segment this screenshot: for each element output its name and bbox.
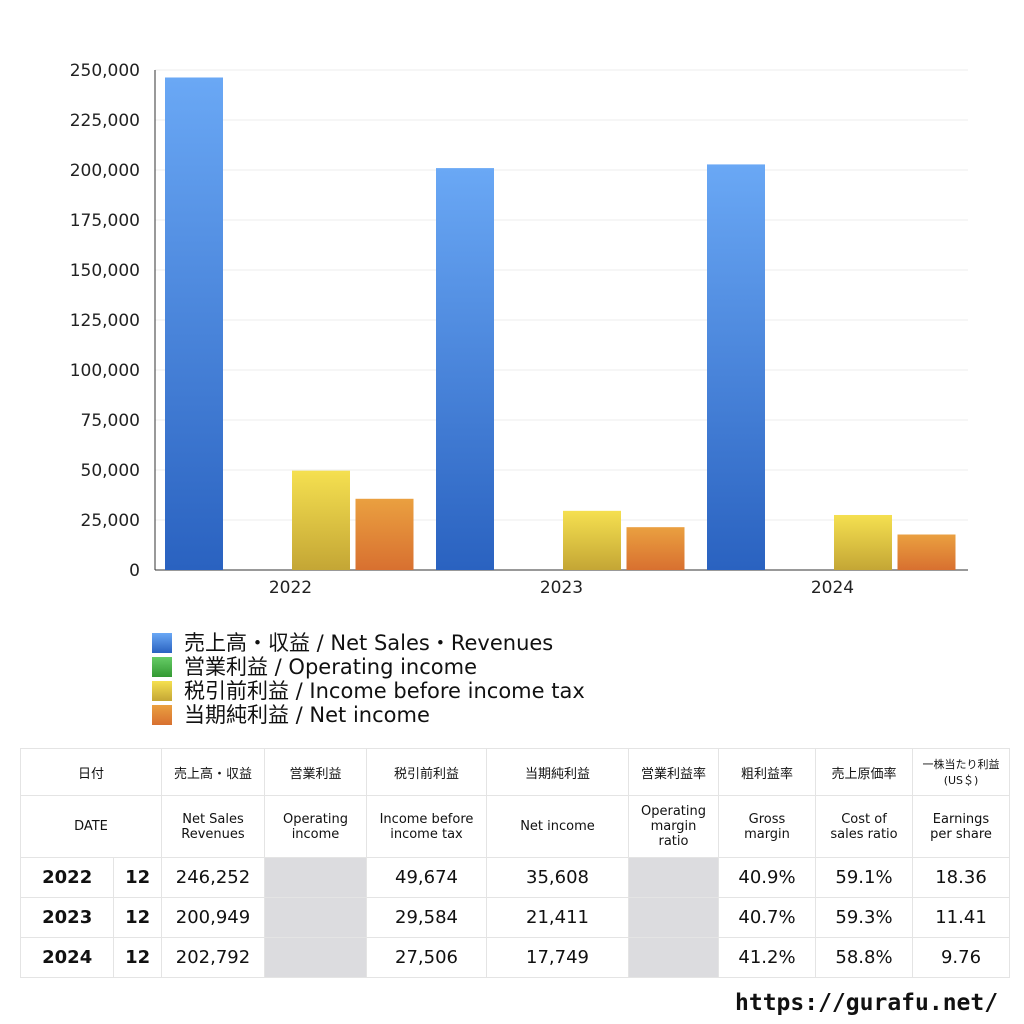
y-tick-label: 175,000 <box>70 211 140 231</box>
y-tick-label: 225,000 <box>70 111 140 131</box>
bar-2024-series-0 <box>707 164 765 570</box>
table-cell: 27,506 <box>366 937 487 978</box>
legend-label: 税引前利益 / Income before income tax <box>184 679 585 703</box>
table-cell: 58.8% <box>815 937 913 978</box>
bar-2022-series-3 <box>355 498 414 570</box>
financial-table: 日付 売上高・収益 営業利益 税引前利益 当期純利益 営業利益率 粗利益率 売上原価率 一株当た… <box>19 748 1010 978</box>
bar-2024-series-2 <box>834 514 892 570</box>
x-tick-label: 2024 <box>811 578 854 598</box>
header-jp: 一株当たり利益 (US＄) <box>912 748 1010 796</box>
header-en: Operating margin ratio <box>628 795 719 858</box>
header-en: Earnings per share <box>912 795 1010 858</box>
header-en: Cost of sales ratio <box>815 795 913 858</box>
header-jp: 当期純利益 <box>486 748 629 796</box>
table-cell: 41.2% <box>718 937 816 978</box>
bar-2022-series-0 <box>165 77 223 570</box>
site-url[interactable]: https://gurafu.net/ <box>735 990 999 1016</box>
table-cell: 202,792 <box>161 937 265 978</box>
legend-item: 税引前利益 / Income before income tax <box>152 679 585 703</box>
table-cell <box>628 857 719 898</box>
table-cell: 40.9% <box>718 857 816 898</box>
table-cell: 59.3% <box>815 897 913 938</box>
table-cell: 9.76 <box>912 937 1010 978</box>
table-cell: 12 <box>113 897 162 938</box>
table-cell: 21,411 <box>486 897 629 938</box>
header-jp: 税引前利益 <box>366 748 487 796</box>
legend-label: 売上高・収益 / Net Sales・Revenues <box>184 631 554 655</box>
legend-item: 当期純利益 / Net income <box>152 703 585 727</box>
bar-2023-series-2 <box>563 510 621 570</box>
header-en: Net Sales Revenues <box>161 795 265 858</box>
y-tick-label: 200,000 <box>70 161 140 181</box>
y-tick-label: 150,000 <box>70 261 140 281</box>
table-cell: 11.41 <box>912 897 1010 938</box>
y-tick-label: 25,000 <box>81 511 140 531</box>
y-tick-label: 100,000 <box>70 361 140 381</box>
header-en: Net income <box>486 795 629 858</box>
table-row: 2023 12 200,949 29,584 21,411 40.7% 59.3% 11.41 <box>19 897 1010 938</box>
table-cell: 49,674 <box>366 857 487 898</box>
header-jp: 売上高・収益 <box>161 748 265 796</box>
x-tick-label: 2022 <box>269 578 312 598</box>
header-jp: 営業利益率 <box>628 748 719 796</box>
table-cell <box>628 937 719 978</box>
table-cell: 2024 <box>19 937 115 978</box>
table-cell: 17,749 <box>486 937 629 978</box>
header-en: Operating income <box>264 795 367 858</box>
table-cell: 35,608 <box>486 857 629 898</box>
header-en: Income before income tax <box>366 795 487 858</box>
table-cell: 12 <box>113 937 162 978</box>
table-cell: 29,584 <box>366 897 487 938</box>
table-cell: 246,252 <box>161 857 265 898</box>
bar-chart: 0 25,000 50,000 75,000 100,000 125,000 150,000… <box>70 61 968 598</box>
table-cell <box>264 937 367 978</box>
legend-swatch <box>152 681 172 701</box>
table-cell: 12 <box>113 857 162 898</box>
table-cell <box>628 897 719 938</box>
y-tick-label: 0 <box>129 561 140 581</box>
legend-swatch <box>152 705 172 725</box>
legend-label: 当期純利益 / Net income <box>184 703 430 727</box>
header-en: DATE <box>20 795 162 858</box>
table-cell <box>264 897 367 938</box>
legend-item: 営業利益 / Operating income <box>152 655 585 679</box>
bar-2022-series-2 <box>292 470 350 570</box>
legend: 売上高・収益 / Net Sales・Revenues 営業利益 / Operat… <box>152 631 585 727</box>
table-cell: 18.36 <box>912 857 1010 898</box>
y-tick-label: 75,000 <box>81 411 140 431</box>
table-row: 2022 12 246,252 49,674 35,608 40.9% 59.1% 18.36 <box>19 857 1010 898</box>
table-row: 2024 12 202,792 27,506 17,749 41.2% 58.8% 9.76 <box>19 937 1010 978</box>
header-jp: 粗利益率 <box>718 748 816 796</box>
legend-swatch <box>152 633 172 653</box>
table-cell: 2022 <box>19 857 115 898</box>
legend-item: 売上高・収益 / Net Sales・Revenues <box>152 631 585 655</box>
header-jp: 売上原価率 <box>815 748 913 796</box>
y-tick-label: 250,000 <box>70 61 140 81</box>
bar-2023-series-0 <box>436 168 494 571</box>
table-cell <box>264 857 367 898</box>
legend-label: 営業利益 / Operating income <box>184 655 478 679</box>
bar-2024-series-3 <box>897 534 956 570</box>
y-tick-label: 50,000 <box>81 461 140 481</box>
header-jp: 営業利益 <box>264 748 367 796</box>
header-en: Gross margin <box>718 795 816 858</box>
legend-swatch <box>152 657 172 677</box>
table-cell: 2023 <box>19 897 115 938</box>
header-jp: 日付 <box>20 748 162 796</box>
bar-2023-series-3 <box>626 527 685 570</box>
table-cell: 40.7% <box>718 897 816 938</box>
table-cell: 59.1% <box>815 857 913 898</box>
table-cell: 200,949 <box>161 897 265 938</box>
x-tick-label: 2023 <box>540 578 583 598</box>
y-tick-label: 125,000 <box>70 311 140 331</box>
